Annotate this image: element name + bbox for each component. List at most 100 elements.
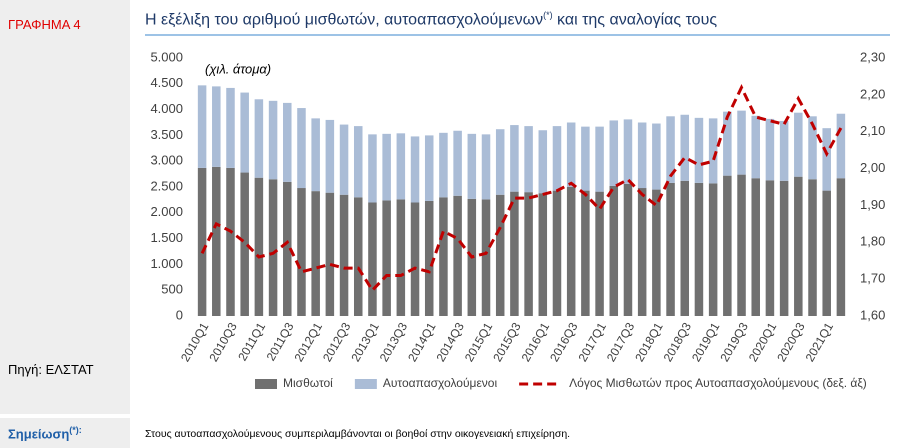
- bar: [439, 197, 448, 316]
- y-tick-label: 1.500: [150, 230, 183, 245]
- bar: [723, 111, 732, 176]
- bar: [254, 177, 264, 316]
- note-panel: [0, 418, 130, 448]
- chart: (χιλ. άτομα) 0 500 1.000 1.500 2.000 2.500 3.0…: [150, 49, 885, 390]
- y2-tick-label: 2,20: [860, 86, 885, 101]
- bar: [779, 120, 789, 181]
- bar: [439, 132, 448, 198]
- x-tick-label: 2010Q3: [206, 320, 240, 364]
- bar: [637, 188, 647, 316]
- y2-tick-label: 1,60: [860, 307, 885, 322]
- unit-annotation: (χιλ. άτομα): [205, 61, 271, 76]
- bar: [283, 102, 292, 182]
- bar: [510, 125, 519, 192]
- bar: [538, 193, 548, 316]
- bar: [566, 122, 576, 187]
- bar: [609, 185, 619, 316]
- y-tick-label: 5.000: [150, 49, 183, 64]
- bar: [453, 195, 462, 316]
- bar: [396, 133, 406, 200]
- note-label-sup: (*):: [69, 425, 82, 435]
- bar: [382, 133, 391, 201]
- title-main: Η εξέλιξη του αριθμού μισθωτών, αυτοαπασ…: [145, 11, 544, 29]
- bar: [708, 183, 718, 316]
- bar: [410, 136, 420, 203]
- y-tick-label: 0: [176, 307, 183, 322]
- y2-tick-label: 2,00: [860, 160, 885, 175]
- bar: [737, 110, 746, 175]
- note-text: Στους αυτοαπασχολούμενους συμπεριλαμβάνο…: [145, 428, 571, 440]
- bar: [226, 167, 235, 316]
- bar: [581, 126, 590, 191]
- bar: [566, 187, 576, 316]
- bar: [212, 166, 221, 316]
- line: [200, 84, 843, 293]
- bar: [794, 112, 803, 177]
- bar: [808, 116, 817, 180]
- bar: [481, 199, 491, 316]
- bar: [623, 119, 633, 184]
- y-tick-label: 3.000: [150, 153, 183, 168]
- bar: [268, 179, 278, 316]
- y2-tick-label: 1,90: [860, 197, 885, 212]
- bar: [424, 200, 434, 316]
- bar: [637, 122, 647, 189]
- bar: [254, 99, 264, 178]
- bar: [595, 126, 604, 192]
- bar: [212, 86, 221, 167]
- bar: [197, 85, 207, 168]
- bar: [410, 202, 420, 316]
- bar: [836, 113, 846, 179]
- bar: [822, 190, 831, 316]
- bar: [652, 189, 661, 316]
- legend-label: Μισθωτοί: [283, 376, 333, 390]
- bar: [197, 167, 207, 316]
- bar: [424, 135, 434, 201]
- bar: [495, 129, 505, 195]
- bar: [666, 116, 675, 183]
- bar: [765, 180, 775, 316]
- bar: [751, 115, 760, 179]
- bar: [794, 176, 803, 316]
- bar: [467, 133, 477, 199]
- legend-swatch: [255, 379, 277, 389]
- title-sup: (*): [543, 10, 553, 20]
- bar: [240, 92, 249, 173]
- bar: [268, 100, 278, 180]
- bar: [708, 118, 718, 184]
- y-tick-label: 500: [161, 282, 183, 297]
- bar: [666, 182, 675, 316]
- bar: [524, 126, 533, 193]
- bar: [382, 200, 391, 316]
- bar: [453, 130, 462, 196]
- bar: [353, 197, 363, 316]
- side-panel: [0, 0, 130, 414]
- y2-tick-label: 1,80: [860, 234, 885, 249]
- x-tick-label: 2021Q1: [803, 320, 837, 364]
- figure-label: ΓΡΑΦΗΜΑ 4: [8, 17, 81, 32]
- bar: [652, 123, 661, 190]
- bar: [765, 118, 775, 181]
- legend-label: Λόγος Μισθωτών προς Αυτοαπασχολούμενους …: [569, 376, 867, 390]
- bar: [240, 172, 249, 316]
- bar: [325, 119, 335, 193]
- bar: [311, 118, 320, 192]
- bar: [737, 174, 746, 316]
- y2-tick-label: 1,70: [860, 271, 885, 286]
- bar: [396, 199, 406, 316]
- y2-tick-label: 2,30: [860, 49, 885, 64]
- chart-title: Η εξέλιξη του αριθμού μισθωτών, αυτοαπασ…: [145, 10, 890, 37]
- bar: [680, 114, 690, 181]
- bar: [311, 191, 320, 316]
- bar: [552, 190, 562, 316]
- bar: [723, 175, 732, 316]
- bar: [226, 87, 235, 168]
- bar: [297, 108, 306, 189]
- bar: [297, 188, 306, 316]
- bar: [368, 202, 377, 316]
- y-tick-label: 2.000: [150, 204, 183, 219]
- y2-tick-label: 2,10: [860, 123, 885, 138]
- bar: [339, 194, 349, 316]
- bar: [524, 192, 533, 316]
